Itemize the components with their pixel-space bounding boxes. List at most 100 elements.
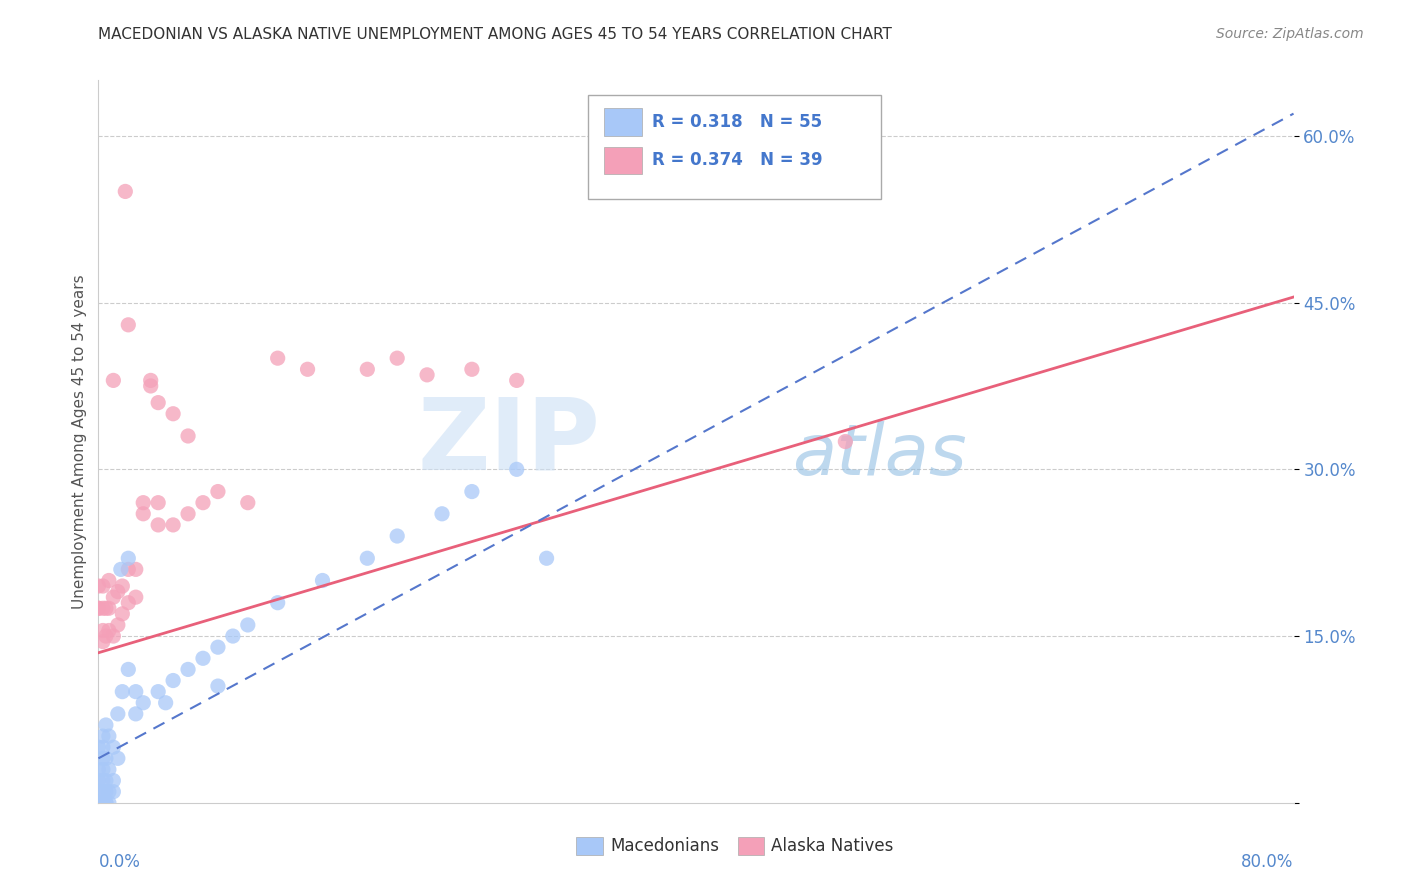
FancyBboxPatch shape xyxy=(738,837,763,855)
Point xyxy=(162,517,184,532)
Point xyxy=(207,679,229,693)
Point xyxy=(91,796,114,810)
Point xyxy=(461,362,484,376)
Point xyxy=(117,596,139,610)
Point xyxy=(236,496,259,510)
Point xyxy=(87,763,110,777)
Point xyxy=(356,551,378,566)
Point xyxy=(191,651,214,665)
Point xyxy=(416,368,439,382)
Point xyxy=(148,684,170,698)
Point xyxy=(430,507,453,521)
Text: 0.0%: 0.0% xyxy=(98,854,141,871)
Point xyxy=(461,484,484,499)
Point xyxy=(91,601,114,615)
Point xyxy=(117,662,139,676)
Point xyxy=(91,796,114,810)
Point xyxy=(107,618,129,632)
Point xyxy=(132,696,155,710)
Text: Macedonians: Macedonians xyxy=(610,838,718,855)
Point xyxy=(91,624,114,638)
Point xyxy=(139,379,162,393)
Point xyxy=(385,529,409,543)
Point xyxy=(87,579,110,593)
Point xyxy=(103,590,125,604)
Point xyxy=(87,796,110,810)
Point xyxy=(385,351,409,366)
Point xyxy=(117,318,139,332)
Point xyxy=(91,579,114,593)
Point xyxy=(91,751,114,765)
Point xyxy=(91,773,114,788)
Point xyxy=(132,507,155,521)
Point xyxy=(536,551,558,566)
Point xyxy=(107,706,129,721)
Point xyxy=(117,551,139,566)
Point xyxy=(94,785,117,799)
Point xyxy=(87,796,110,810)
Point xyxy=(125,684,148,698)
Point xyxy=(103,373,125,387)
Point xyxy=(148,496,170,510)
Point xyxy=(94,796,117,810)
Text: Alaska Natives: Alaska Natives xyxy=(772,838,894,855)
FancyBboxPatch shape xyxy=(589,95,882,200)
Point xyxy=(267,596,290,610)
Point xyxy=(162,407,184,421)
Text: ZIP: ZIP xyxy=(418,393,600,490)
Point xyxy=(87,601,110,615)
Point xyxy=(117,562,139,576)
Point xyxy=(94,796,117,810)
Point xyxy=(148,517,170,532)
FancyBboxPatch shape xyxy=(605,109,643,136)
Point xyxy=(91,729,114,743)
Point xyxy=(107,584,129,599)
Point xyxy=(97,785,120,799)
Point xyxy=(356,362,378,376)
Point xyxy=(94,601,117,615)
Point xyxy=(111,684,134,698)
Point xyxy=(125,590,148,604)
Point xyxy=(91,796,114,810)
Point xyxy=(139,373,162,387)
Point xyxy=(87,796,110,810)
Point xyxy=(311,574,333,588)
Point xyxy=(114,185,136,199)
Point xyxy=(236,618,259,632)
Point xyxy=(162,673,184,688)
Point xyxy=(91,796,114,810)
Text: R = 0.318   N = 55: R = 0.318 N = 55 xyxy=(652,113,823,131)
Point xyxy=(94,718,117,732)
Text: R = 0.374   N = 39: R = 0.374 N = 39 xyxy=(652,152,823,169)
Text: MACEDONIAN VS ALASKA NATIVE UNEMPLOYMENT AMONG AGES 45 TO 54 YEARS CORRELATION C: MACEDONIAN VS ALASKA NATIVE UNEMPLOYMENT… xyxy=(98,27,893,42)
Point xyxy=(97,624,120,638)
Point xyxy=(97,763,120,777)
Point xyxy=(267,351,290,366)
Point xyxy=(94,629,117,643)
Point xyxy=(191,496,214,510)
Point xyxy=(87,785,110,799)
Point xyxy=(87,796,110,810)
Point xyxy=(97,729,120,743)
Point xyxy=(506,462,529,476)
FancyBboxPatch shape xyxy=(576,837,603,855)
Point xyxy=(110,562,132,576)
Point xyxy=(103,740,125,755)
Point xyxy=(207,484,229,499)
Point xyxy=(94,751,117,765)
Text: Source: ZipAtlas.com: Source: ZipAtlas.com xyxy=(1216,27,1364,41)
Point xyxy=(107,751,129,765)
Point xyxy=(94,773,117,788)
Point xyxy=(87,740,110,755)
Point xyxy=(111,579,134,593)
Y-axis label: Unemployment Among Ages 45 to 54 years: Unemployment Among Ages 45 to 54 years xyxy=(72,274,87,609)
Point xyxy=(87,773,110,788)
Point xyxy=(155,696,177,710)
Point xyxy=(97,574,120,588)
Point xyxy=(125,706,148,721)
Point xyxy=(87,796,110,810)
Point xyxy=(103,629,125,643)
Point xyxy=(125,562,148,576)
Point xyxy=(177,429,200,443)
Point xyxy=(222,629,245,643)
